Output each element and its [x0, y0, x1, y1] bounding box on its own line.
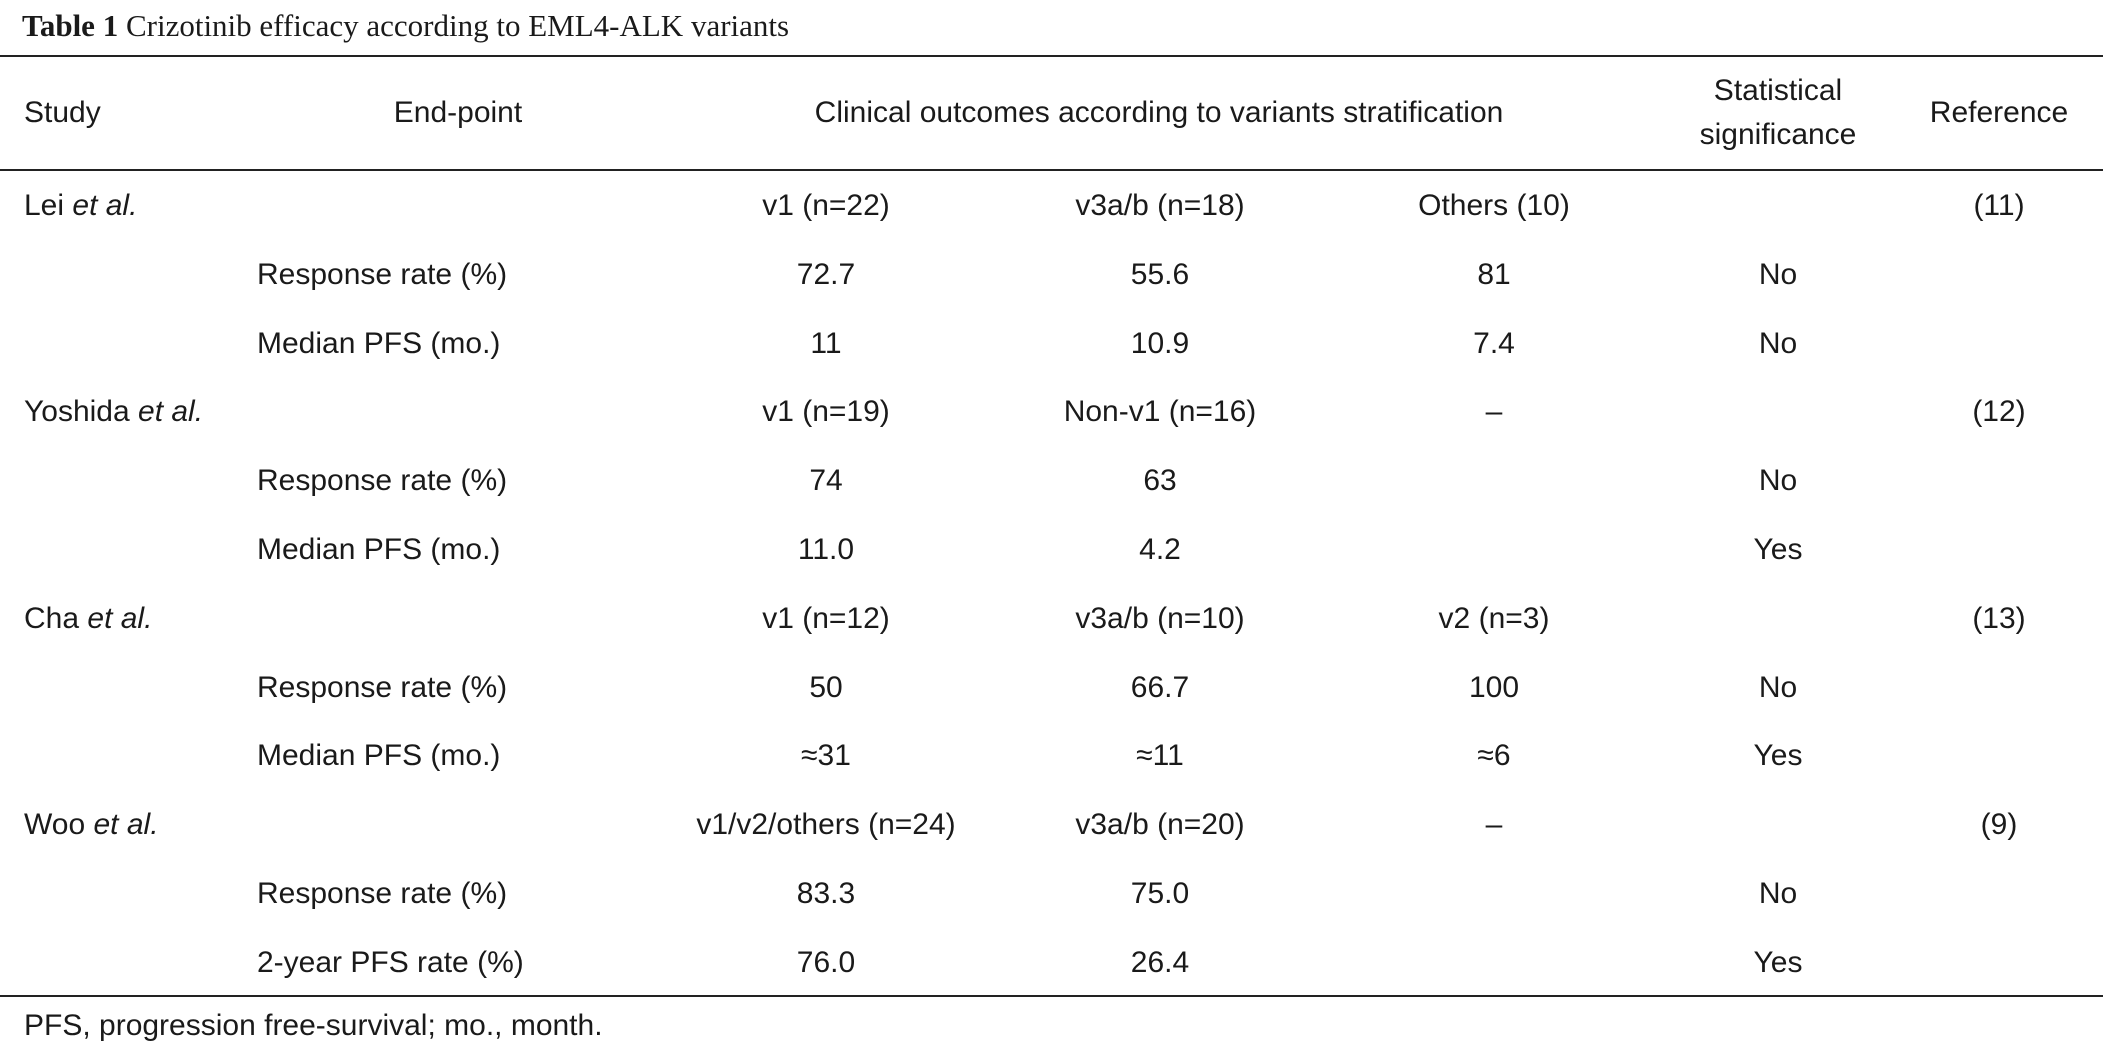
bottom-rule	[0, 995, 2103, 997]
endpoint-cell: Response rate (%)	[257, 877, 508, 910]
variant-group-2-cell: v3a/b (n=10)	[1075, 602, 1245, 635]
top-rule	[0, 55, 2103, 57]
variant-group-1-cell: 72.7	[796, 258, 856, 291]
header-rule	[0, 169, 2103, 171]
table-title: Crizotinib efficacy according to EML4-AL…	[125, 8, 790, 43]
variant-group-3-cell: –	[1485, 808, 1503, 841]
variant-group-3-cell: ≈6	[1477, 739, 1511, 772]
study-cell: Yoshida et al.	[24, 394, 203, 430]
significance-cell: Yes	[1753, 739, 1803, 772]
variant-group-1-cell: v1 (n=22)	[762, 189, 890, 222]
header-clinical-outcomes: Clinical outcomes according to variants …	[814, 96, 1504, 129]
significance-cell: No	[1758, 464, 1798, 497]
header-significance-line2: significance	[1699, 118, 1857, 151]
variant-group-1-cell: 50	[809, 671, 843, 704]
table-label: Table 1	[22, 8, 119, 43]
significance-cell: Yes	[1753, 946, 1803, 979]
variant-group-3-cell: 100	[1468, 671, 1520, 704]
variant-group-1-cell: v1 (n=19)	[762, 395, 890, 428]
table-caption: Table 1 Crizotinib efficacy according to…	[22, 8, 789, 44]
study-cell: Woo et al.	[24, 807, 159, 843]
table-footnote: PFS, progression free-survival; mo., mon…	[24, 1009, 603, 1042]
variant-group-3-cell: Others (10)	[1418, 189, 1570, 222]
study-cell: Lei et al.	[24, 188, 137, 224]
header-endpoint: End-point	[393, 96, 523, 129]
endpoint-cell: Median PFS (mo.)	[257, 533, 501, 566]
reference-cell: (9)	[1980, 808, 2018, 841]
variant-group-3-cell: v2 (n=3)	[1438, 602, 1550, 635]
header-reference: Reference	[1929, 96, 2069, 129]
variant-group-2-cell: 10.9	[1130, 327, 1190, 360]
study-et-al: et al.	[87, 602, 153, 635]
variant-group-2-cell: v3a/b (n=20)	[1075, 808, 1245, 841]
study-author: Lei	[24, 189, 65, 222]
variant-group-3-cell: 81	[1477, 258, 1511, 291]
variant-group-3-cell: 7.4	[1473, 327, 1515, 360]
significance-cell: No	[1758, 671, 1798, 704]
study-author: Cha	[24, 602, 80, 635]
significance-cell: No	[1758, 877, 1798, 910]
variant-group-1-cell: ≈31	[801, 739, 851, 772]
variant-group-1-cell: 11	[810, 327, 842, 360]
variant-group-1-cell: v1/v2/others (n=24)	[696, 808, 956, 841]
significance-cell: No	[1758, 327, 1798, 360]
variant-group-2-cell: 55.6	[1130, 258, 1190, 291]
variant-group-2-cell: 4.2	[1139, 533, 1181, 566]
endpoint-cell: Response rate (%)	[257, 671, 508, 704]
significance-cell: No	[1758, 258, 1798, 291]
endpoint-cell: Response rate (%)	[257, 464, 508, 497]
variant-group-2-cell: v3a/b (n=18)	[1075, 189, 1245, 222]
variant-group-2-cell: 63	[1143, 464, 1177, 497]
variant-group-1-cell: 74	[809, 464, 843, 497]
significance-cell: Yes	[1753, 533, 1803, 566]
study-cell: Cha et al.	[24, 601, 152, 637]
study-et-al: et al.	[72, 189, 138, 222]
study-author: Woo	[24, 808, 86, 841]
study-et-al: et al.	[138, 395, 204, 428]
reference-cell: (13)	[1972, 602, 2026, 635]
variant-group-1-cell: 11.0	[797, 533, 855, 566]
variant-group-2-cell: 75.0	[1130, 877, 1190, 910]
reference-cell: (12)	[1972, 395, 2026, 428]
header-study: Study	[24, 96, 101, 129]
variant-group-1-cell: v1 (n=12)	[762, 602, 890, 635]
header-significance-line1: Statistical	[1713, 74, 1843, 107]
endpoint-cell: Median PFS (mo.)	[257, 327, 501, 360]
variant-group-1-cell: 83.3	[796, 877, 856, 910]
variant-group-2-cell: Non-v1 (n=16)	[1063, 395, 1257, 428]
variant-group-1-cell: 76.0	[796, 946, 856, 979]
study-et-al: et al.	[93, 808, 159, 841]
variant-group-2-cell: 26.4	[1130, 946, 1190, 979]
reference-cell: (11)	[1973, 189, 2025, 222]
endpoint-cell: Median PFS (mo.)	[257, 739, 501, 772]
variant-group-2-cell: ≈11	[1136, 739, 1184, 772]
endpoint-cell: Response rate (%)	[257, 258, 508, 291]
endpoint-cell: 2-year PFS rate (%)	[257, 946, 524, 979]
variant-group-3-cell: –	[1485, 395, 1503, 428]
study-author: Yoshida	[24, 395, 130, 428]
variant-group-2-cell: 66.7	[1130, 671, 1190, 704]
